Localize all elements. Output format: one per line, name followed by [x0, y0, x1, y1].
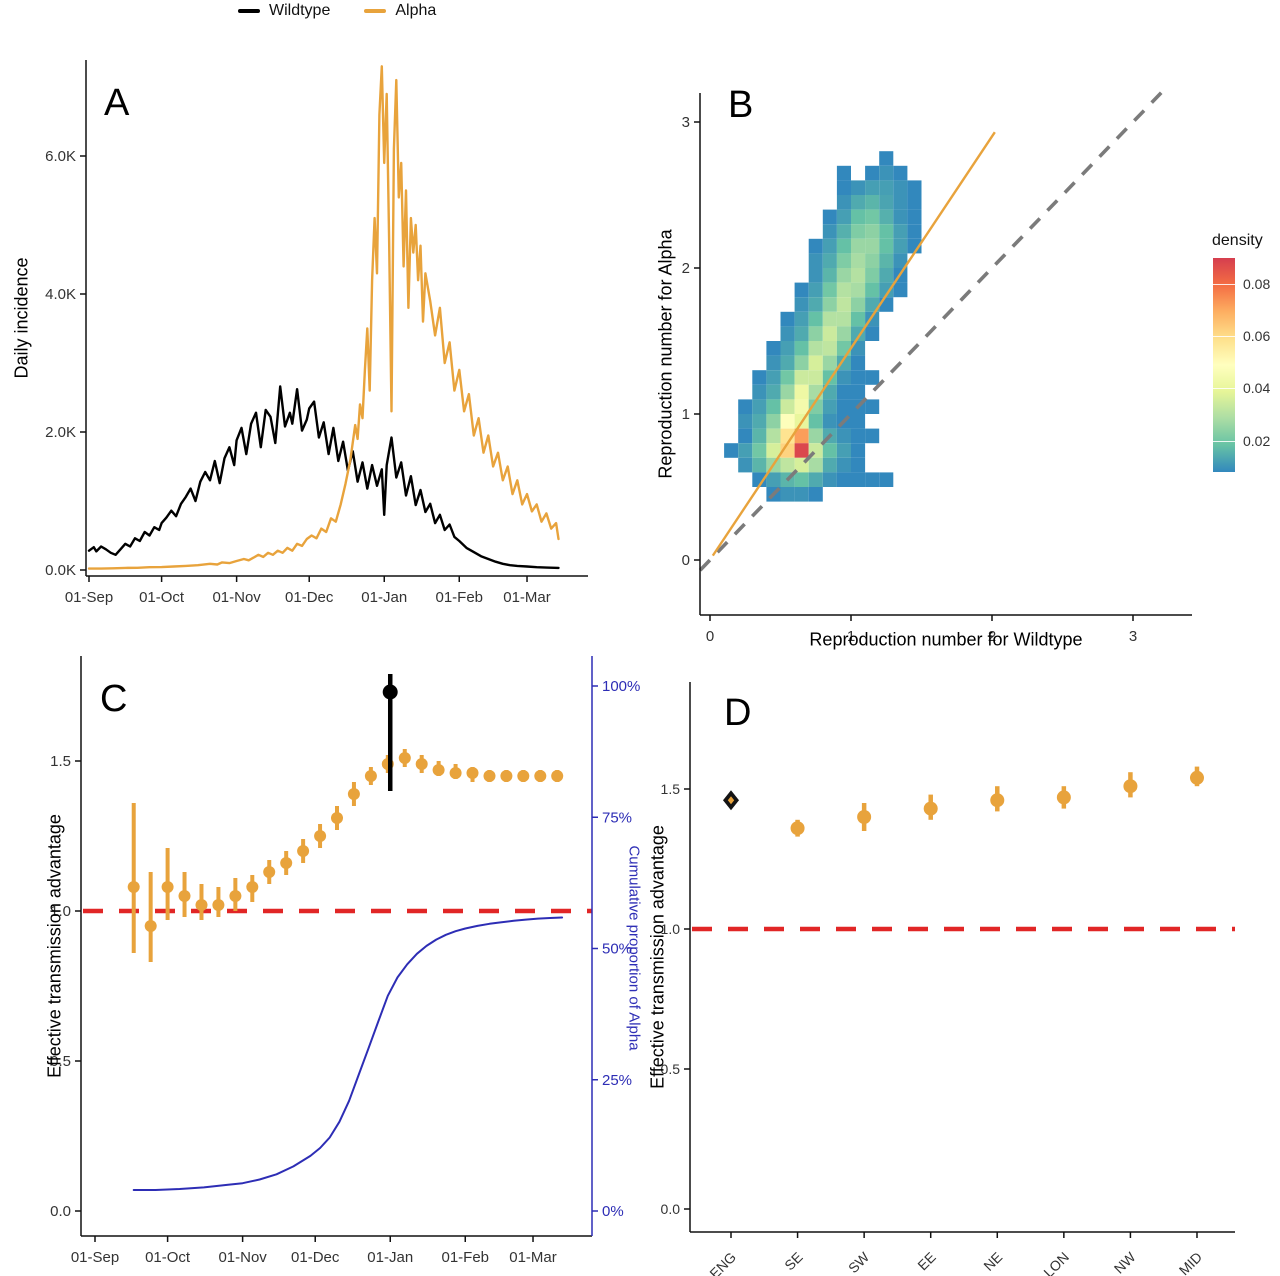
- svg-text:01-Oct: 01-Oct: [139, 589, 185, 606]
- svg-text:0: 0: [706, 628, 714, 645]
- density-tick-label: 0.02: [1243, 432, 1271, 449]
- svg-text:NE: NE: [980, 1249, 1005, 1274]
- panel-c-plot: 0.0 0.5 1.0 1.5 0% 25% 50% 75% 100% 01-Sep 01-Oct 0…: [50, 656, 640, 1266]
- density-bar-tick: [1213, 336, 1235, 338]
- panel-c-y-axis-label: Effective transmission advantage: [44, 814, 65, 1078]
- panel-a-plot: 0.0K 2.0K 4.0K 6.0K 01-Sep 01-Oct 01-Nov 01-Dec…: [45, 60, 588, 606]
- svg-text:2: 2: [988, 628, 996, 645]
- fit-line: [711, 131, 996, 557]
- density-colorbar: [1213, 258, 1235, 472]
- svg-text:MID: MID: [1176, 1249, 1205, 1276]
- svg-text:50%: 50%: [602, 941, 632, 958]
- svg-text:01-Mar: 01-Mar: [503, 589, 551, 606]
- panel-a-y-axis-label: Daily incidence: [11, 257, 32, 379]
- panel-a-letter: A: [104, 82, 130, 124]
- wildtype-line-swatch: [238, 9, 260, 13]
- svg-text:NW: NW: [1111, 1248, 1139, 1276]
- overall-estimate-point: [382, 674, 398, 791]
- legend-item-alpha: Alpha: [364, 2, 436, 20]
- legend-label-wildtype: Wildtype: [269, 2, 331, 19]
- svg-text:0%: 0%: [602, 1203, 624, 1220]
- svg-text:SE: SE: [781, 1249, 806, 1274]
- svg-text:0.0: 0.0: [50, 1203, 71, 1220]
- svg-text:01-Oct: 01-Oct: [145, 1249, 191, 1266]
- series-line-wildtype: [87, 385, 560, 570]
- svg-text:4.0K: 4.0K: [45, 286, 76, 303]
- svg-text:01-Nov: 01-Nov: [212, 589, 261, 606]
- svg-text:EE: EE: [914, 1249, 939, 1274]
- density-tick-label: 0.06: [1243, 328, 1271, 345]
- svg-text:25%: 25%: [602, 1072, 632, 1089]
- svg-text:2: 2: [682, 260, 690, 277]
- svg-text:1.0: 1.0: [661, 921, 681, 937]
- svg-text:01-Sep: 01-Sep: [65, 589, 113, 606]
- alpha-line-swatch: [364, 9, 387, 13]
- svg-text:0: 0: [682, 552, 690, 569]
- svg-text:1.5: 1.5: [50, 753, 71, 770]
- svg-text:01-Feb: 01-Feb: [435, 589, 483, 606]
- identity-line: [698, 91, 1163, 572]
- panel-b-plot: 0 1 2 3 0 1 2 3: [682, 91, 1192, 645]
- svg-text:SW: SW: [845, 1248, 873, 1276]
- svg-text:01-Dec: 01-Dec: [291, 1249, 340, 1266]
- svg-text:1.0: 1.0: [50, 903, 71, 920]
- panel-b-x-axis-label: Reproduction number for Wildtype: [809, 629, 1083, 650]
- heatmap-cells: [724, 151, 922, 502]
- panel-c-letter: C: [100, 678, 128, 720]
- panel-b-y-axis-label: Reproduction number for Alpha: [655, 229, 676, 479]
- svg-text:3: 3: [682, 114, 690, 131]
- density-legend-title: density: [1212, 232, 1263, 249]
- region-points: [723, 766, 1204, 837]
- svg-text:01-Mar: 01-Mar: [509, 1249, 557, 1266]
- legend-label-alpha: Alpha: [395, 2, 437, 19]
- svg-text:01-Sep: 01-Sep: [71, 1249, 119, 1266]
- svg-text:01-Dec: 01-Dec: [285, 589, 334, 606]
- panel-d-y-axis-label: Effective transmission advantage: [647, 825, 668, 1089]
- svg-text:3: 3: [1129, 628, 1137, 645]
- svg-text:75%: 75%: [602, 809, 632, 826]
- svg-text:1.5: 1.5: [661, 781, 681, 797]
- svg-text:01-Nov: 01-Nov: [218, 1249, 267, 1266]
- svg-text:6.0K: 6.0K: [45, 148, 76, 165]
- svg-text:01-Feb: 01-Feb: [441, 1249, 489, 1266]
- svg-text:0.5: 0.5: [50, 1053, 71, 1070]
- panel-c-right-axis-label: Cumulative proportion of Alpha: [625, 845, 643, 1051]
- panel-d-letter: D: [724, 692, 752, 734]
- density-bar-tick: [1213, 388, 1235, 390]
- cumulative-curve: [132, 916, 564, 1191]
- svg-text:LON: LON: [1040, 1249, 1072, 1276]
- density-tick-label: 0.04: [1243, 380, 1271, 397]
- series-line-alpha: [87, 65, 560, 570]
- panel-d-plot: 0.0 0.5 1.0 1.5 ENG SE SW EE NE LON NW MID: [661, 682, 1235, 1276]
- density-tick-label: 0.08: [1243, 276, 1271, 293]
- svg-text:1: 1: [847, 628, 855, 645]
- svg-text:0.5: 0.5: [661, 1061, 681, 1077]
- svg-text:01-Jan: 01-Jan: [367, 1249, 413, 1266]
- svg-text:0.0: 0.0: [661, 1201, 681, 1217]
- panel-b-letter: B: [728, 84, 754, 126]
- series-legend: Wildtype Alpha: [238, 2, 436, 20]
- legend-item-wildtype: Wildtype: [238, 2, 330, 20]
- svg-text:01-Jan: 01-Jan: [361, 589, 407, 606]
- weekly-transmission-points: [127, 749, 564, 962]
- svg-text:100%: 100%: [602, 678, 640, 695]
- svg-text:0.0K: 0.0K: [45, 562, 76, 579]
- density-bar-tick: [1213, 284, 1235, 286]
- svg-text:1: 1: [682, 406, 690, 423]
- svg-text:ENG: ENG: [706, 1249, 739, 1276]
- svg-text:2.0K: 2.0K: [45, 424, 76, 441]
- density-bar-tick: [1213, 440, 1235, 442]
